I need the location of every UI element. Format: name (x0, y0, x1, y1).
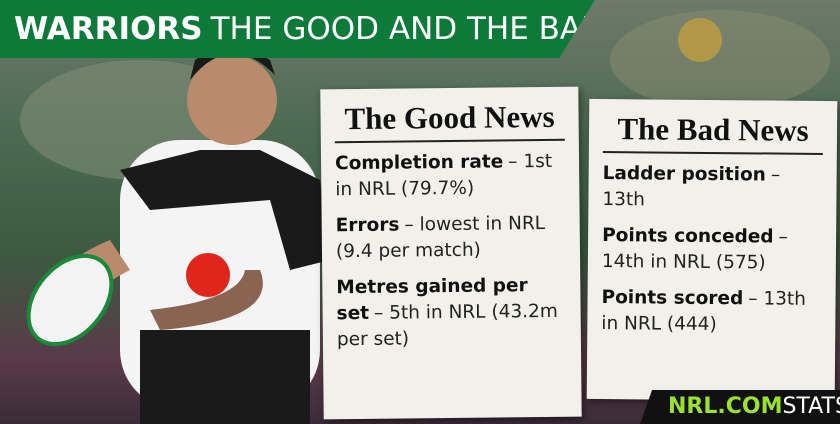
brand: NRL.COM (668, 394, 783, 419)
team-name: WARRIORS (14, 11, 203, 47)
panel-title: The Bad News (602, 111, 824, 155)
good-news-panel: The Good News Completion rate – 1st in NR… (320, 86, 582, 420)
footer-logo: NRL.COMSTATS (640, 390, 840, 424)
stat-label: Completion rate (334, 151, 504, 175)
stat-label: Errors (335, 214, 400, 237)
stat-item: Metres gained per set – 5th in NRL (43.2m… (336, 273, 567, 353)
item-list: Ladder position – 13th Points conceded – 14… (601, 161, 823, 339)
stat-item: Points scored – 13th in NRL (444) (601, 285, 821, 339)
stat-item: Points conceded – 14th in NRL (575) (602, 223, 822, 277)
stat-label: Points scored (601, 287, 744, 310)
header-banner: WARRIORS THE GOOD AND THE BAD (0, 0, 595, 58)
stat-item: Ladder position – 13th (602, 161, 822, 215)
stat-item: Completion rate – 1st in NRL (79.7%) (335, 149, 566, 203)
stat-item: Errors – lowest in NRL (9.4 per match) (336, 211, 567, 265)
stat-label: Ladder position (602, 163, 766, 186)
bad-news-panel: The Bad News Ladder position – 13th Points… (586, 98, 838, 402)
footer-label: STATS (782, 394, 840, 419)
header-title: THE GOOD AND THE BAD (210, 11, 606, 47)
panel-title: The Good News (334, 98, 565, 144)
stat-text: – 5th in NRL (43.2m per set) (336, 300, 558, 351)
item-list: Completion rate – 1st in NRL (79.7%) Error… (335, 149, 567, 353)
stat-label: Points conceded (602, 225, 774, 248)
